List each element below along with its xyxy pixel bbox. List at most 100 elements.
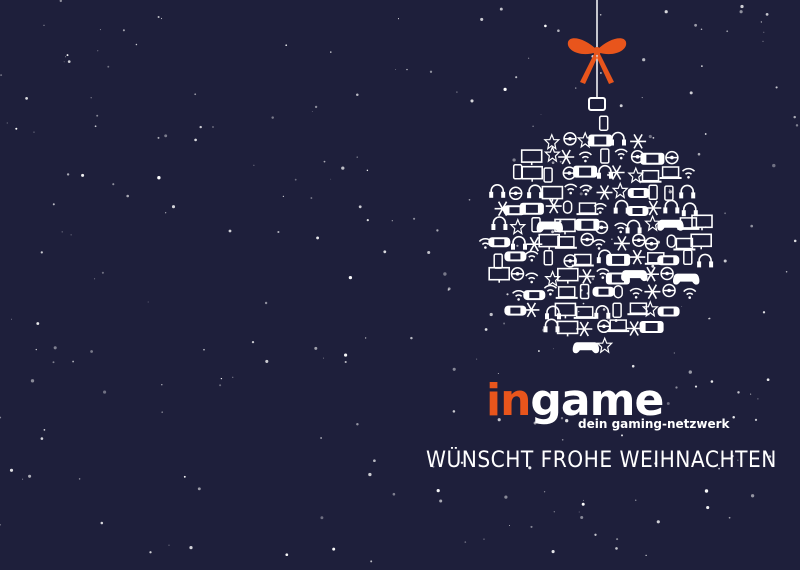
star-dot (66, 173, 70, 176)
star-dot (553, 348, 554, 350)
star-dot (265, 359, 269, 363)
star-dot (499, 7, 503, 11)
star-dot (72, 360, 75, 363)
star-dot (107, 65, 110, 68)
star-dot (489, 312, 493, 317)
headset-icon (663, 199, 680, 214)
star-dot (165, 212, 167, 214)
star-dot (164, 134, 168, 138)
star-dot (40, 251, 43, 254)
star-dot (577, 310, 580, 313)
handheld-icon (523, 290, 546, 301)
star-dot (370, 560, 373, 563)
star-dot (560, 417, 564, 420)
wifi-icon (525, 250, 539, 262)
star-icon (627, 166, 645, 184)
star-icon (641, 300, 659, 318)
star-dot (323, 357, 325, 359)
monitor-icon (488, 266, 511, 283)
star-dot (157, 15, 160, 19)
logo-in: in (486, 375, 531, 426)
star-dot (99, 29, 101, 31)
star-dot (762, 40, 764, 43)
star-dot (619, 104, 623, 108)
laptop-icon (573, 306, 596, 319)
star-dot (793, 115, 796, 119)
tablet-icon (606, 253, 631, 266)
star-dot (90, 350, 93, 353)
star-dot (356, 93, 359, 96)
monitor-icon (554, 218, 576, 235)
star-dot (607, 319, 609, 320)
snowflake-icon (629, 249, 646, 265)
star-dot (356, 422, 359, 426)
star-dot (704, 489, 709, 493)
mouse-icon (666, 234, 677, 248)
star-dot (410, 336, 413, 340)
star-dot (397, 18, 400, 20)
star-dot (737, 459, 739, 461)
star-icon (543, 145, 561, 163)
star-dot (766, 378, 770, 382)
monitor-icon (554, 302, 577, 319)
star-dot (540, 114, 542, 115)
star-dot (33, 131, 35, 133)
laptop-icon (677, 217, 700, 230)
star-dot (365, 337, 367, 339)
star-dot (476, 358, 478, 360)
wifi-icon (629, 287, 643, 299)
star-dot (330, 178, 332, 180)
star-dot (53, 346, 57, 350)
star-dot (757, 398, 759, 400)
star-dot (90, 96, 92, 99)
mouse-icon (562, 200, 573, 214)
phone-icon (600, 148, 610, 164)
star-dot (251, 340, 255, 344)
tablet-icon (639, 321, 664, 333)
star-dot (708, 317, 711, 320)
star-dot (762, 311, 766, 314)
monitor-icon (520, 149, 543, 166)
wifi-icon (578, 151, 592, 163)
ornament-cap (588, 97, 606, 111)
star-dot (452, 410, 456, 413)
snowflake-icon (645, 200, 662, 216)
star-dot (581, 502, 585, 506)
laptop-icon (627, 302, 650, 316)
pokeball-icon (644, 236, 659, 251)
star-dot (701, 65, 703, 67)
star-dot (59, 0, 62, 3)
star-dot (35, 348, 37, 351)
star-dot (551, 550, 555, 554)
star-dot (551, 230, 555, 234)
laptop-icon (673, 237, 696, 251)
handheld-icon (488, 237, 511, 248)
star-dot (282, 195, 285, 198)
star-dot (691, 463, 694, 465)
star-dot (557, 29, 560, 32)
star-dot (348, 275, 353, 280)
pokeball-icon (665, 150, 679, 165)
handheld-icon (657, 306, 680, 317)
star-dot (527, 57, 530, 59)
star-dot (147, 301, 149, 303)
star-dot (724, 212, 726, 215)
star-dot (704, 133, 707, 135)
snowflake-icon (630, 134, 647, 149)
star-dot (611, 238, 613, 240)
star-dot (311, 111, 313, 112)
star-dot (9, 468, 14, 472)
star-dot (194, 138, 197, 142)
star-dot (606, 173, 610, 177)
phone-icon (579, 283, 590, 300)
pokeball-icon (594, 220, 609, 235)
headset-icon (527, 184, 544, 199)
star-dot (94, 125, 97, 128)
star-dot (689, 91, 693, 95)
star-dot (506, 293, 509, 296)
star-dot (553, 511, 555, 513)
star-dot (189, 546, 193, 550)
wifi-icon (525, 272, 539, 284)
star-dot (591, 277, 595, 281)
